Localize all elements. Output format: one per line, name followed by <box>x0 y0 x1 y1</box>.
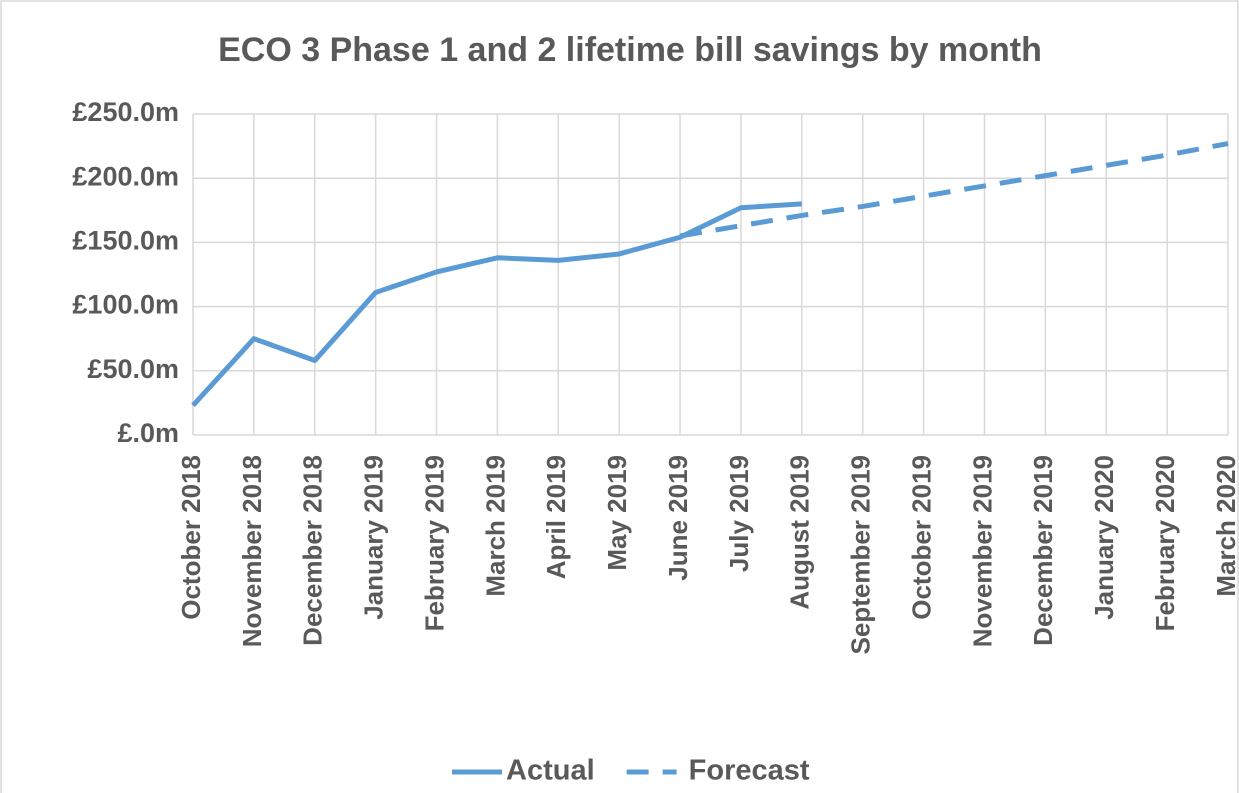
x-tick-label: December 2019 <box>1028 455 1058 646</box>
chart-title: ECO 3 Phase 1 and 2 lifetime bill saving… <box>218 31 1042 69</box>
y-tick-label: £250.0m <box>72 97 179 127</box>
x-tick-label: November 2019 <box>967 455 997 647</box>
x-tick-label: December 2018 <box>298 455 328 646</box>
y-tick-label: £100.0m <box>72 290 179 320</box>
legend-label: Actual <box>506 755 595 787</box>
x-tick-label: January 2020 <box>1089 455 1119 620</box>
legend-label: Forecast <box>689 755 810 787</box>
x-tick-label: February 2019 <box>419 455 449 631</box>
x-tick-label: September 2019 <box>846 455 876 654</box>
x-tick-label: October 2019 <box>906 455 936 620</box>
x-tick-label: March 2019 <box>480 455 510 597</box>
series-line <box>191 201 802 408</box>
x-tick-label: March 2020 <box>1211 455 1239 597</box>
y-tick-label: £50.0m <box>87 354 179 384</box>
y-tick-label: £.0m <box>117 418 179 448</box>
x-tick-label: October 2018 <box>176 455 206 620</box>
x-tick-label: May 2019 <box>602 455 632 571</box>
x-tick-label: August 2019 <box>785 455 815 610</box>
y-tick-label: £200.0m <box>72 161 179 191</box>
y-tick-label: £150.0m <box>72 226 179 256</box>
series-line <box>679 141 1229 239</box>
x-tick-label: February 2020 <box>1150 455 1180 631</box>
x-tick-label: June 2019 <box>663 455 693 581</box>
x-tick-label: April 2019 <box>541 455 571 579</box>
x-tick-label: January 2019 <box>359 455 389 620</box>
x-tick-label: July 2019 <box>724 455 754 572</box>
x-tick-label: November 2018 <box>237 455 267 647</box>
